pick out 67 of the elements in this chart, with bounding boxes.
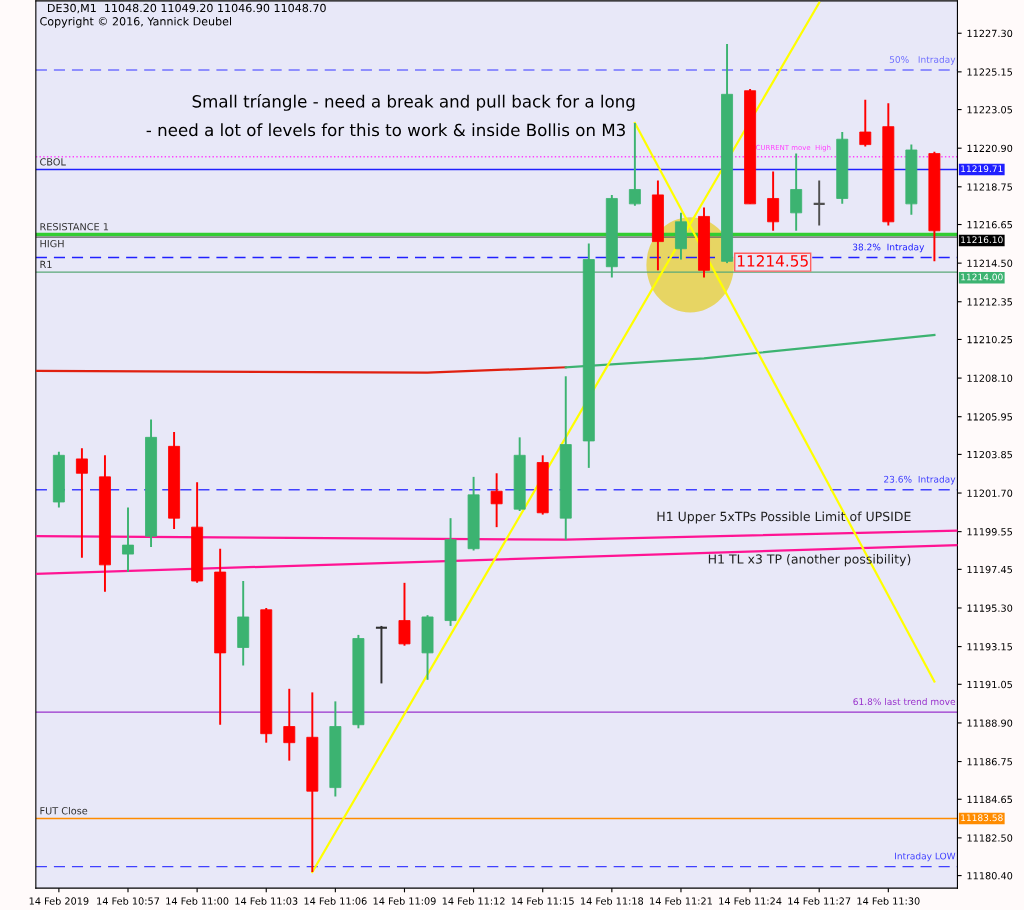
annotation: - need a lot of levels for this to work & inside Bollis on M3 [146, 123, 625, 137]
y-tick-label: 11208.10 [967, 374, 1013, 382]
x-tick-label: 14 Feb 11:30 [857, 897, 920, 905]
candlestick [490, 472, 503, 529]
candlestick [283, 687, 296, 762]
y-tick-label: 11220.90 [967, 144, 1013, 153]
y-tick-label: 11182.50 [967, 834, 1013, 842]
candlestick [628, 122, 641, 207]
candlestick [398, 581, 411, 647]
y-tick-label: 11188.90 [967, 719, 1013, 727]
x-tick-label: 14 Feb 2019 [29, 897, 89, 905]
y-tick-label: 11214.50 [967, 259, 1013, 267]
candlestick [122, 506, 134, 574]
ref-line-label: 23.6% Intraday [884, 475, 956, 485]
x-tick-label: 14 Feb 11:18 [581, 897, 644, 905]
text: 11183.58 [961, 814, 1003, 822]
y-tick-label: 11212.35 [967, 298, 1013, 306]
y-tick-label: 11210.25 [967, 335, 1013, 344]
ref-line-label: 38.2% Intraday [852, 243, 925, 253]
y-tick-label: 11186.75 [967, 758, 1013, 766]
candlestick [75, 447, 88, 559]
x-tick-label: 14 Feb 11:06 [304, 897, 367, 905]
candlestick [767, 170, 780, 232]
y-tick-label: 11199.55 [967, 528, 1013, 536]
x-tick-label: 14 Feb 11:15 [511, 897, 574, 905]
x-tick-label: 14 Feb 11:12 [442, 897, 505, 905]
x-tick-label: 14 Feb 10:57 [97, 897, 160, 905]
ref-line-label: CBOL [40, 158, 66, 166]
y-tick-label: 11195.30 [967, 604, 1013, 612]
x-tick-label: 14 Feb 11:00 [166, 897, 229, 905]
y-tick-label: 11216.65 [967, 221, 1013, 229]
x-tick-label: 14 Feb 11:03 [235, 897, 298, 905]
y-tick-label: 11180.40 [967, 872, 1013, 880]
y-tick-label: 11191.05 [967, 680, 1013, 689]
candlestick [790, 152, 803, 232]
annotation: 11214.55 [737, 255, 808, 267]
y-tick-label: 11203.85 [967, 450, 1013, 459]
y-tick-label: 11193.15 [967, 643, 1013, 651]
text: 11214.00 [961, 273, 1003, 281]
y-tick-label: 11225.15 [967, 68, 1013, 76]
ref-line-label: 50% Intraday [889, 55, 956, 65]
candlestick [374, 624, 389, 685]
text: 11219.71 [961, 165, 1003, 173]
annotation: Small tríangle - need a break and pull back for a long [192, 94, 635, 111]
x-tick-label: 14 Feb 11:27 [788, 897, 851, 905]
x-tick-label: 14 Feb 11:24 [719, 897, 782, 905]
ref-line-label: R1 [40, 260, 52, 268]
candlestick [812, 179, 826, 227]
series-label: H1 Upper 5xTPs Possible Limit of UPSIDE [657, 511, 911, 524]
y-tick-label: 11197.45 [967, 565, 1013, 574]
x-tick-label: 14 Feb 11:09 [373, 897, 436, 905]
text: 11216.10 [961, 236, 1003, 244]
ref-line-label: RESISTANCE 1 [40, 223, 109, 231]
y-tick-label: 11223.05 [967, 106, 1013, 114]
x-tick-label: 14 Feb 11:21 [650, 897, 712, 905]
y-tick-label: 11184.65 [967, 795, 1013, 804]
ref-line-label: Intraday LOW [895, 852, 956, 862]
y-tick-label: 11201.70 [967, 489, 1013, 497]
y-tick-label: 11218.75 [967, 183, 1013, 191]
y-tick-label: 11227.30 [967, 29, 1013, 38]
annotation: DE30,M1 11048.20 11049.20 11046.90 11048.70 [47, 3, 326, 14]
annotation: Copyright © 2016, Yannick Deubel [40, 16, 232, 28]
ref-line-label: 61.8% last trend move [853, 698, 956, 706]
candlestick [859, 98, 872, 148]
ref-line-label: HIGH [40, 239, 64, 248]
ref-line-label: FUT Close [40, 806, 88, 815]
y-tick-label: 11205.95 [967, 413, 1013, 421]
